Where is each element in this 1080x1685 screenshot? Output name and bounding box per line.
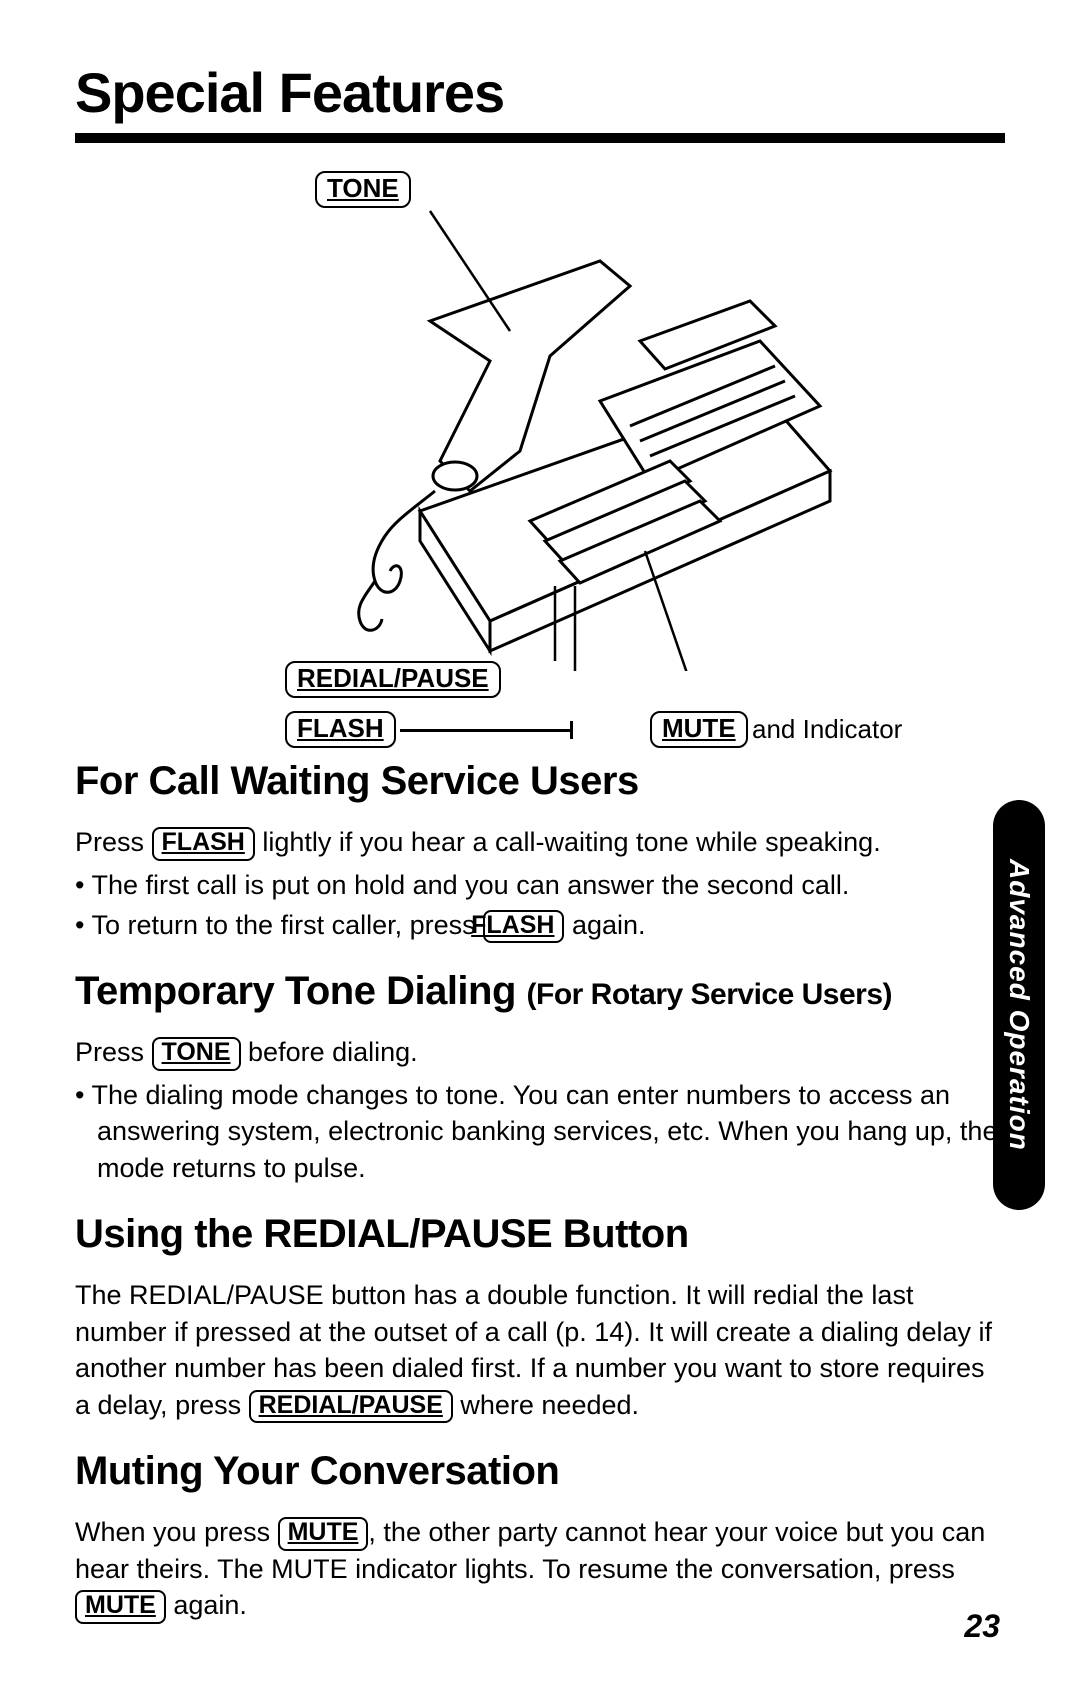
flash-leader-line — [400, 729, 570, 732]
tone-b1: The dialing mode changes to tone. You ca… — [75, 1077, 1005, 1186]
key-flash: FLASH — [152, 827, 255, 861]
heading-tone-dialing: Temporary Tone Dialing (For Rotary Servi… — [75, 969, 1005, 1014]
text: To return to the first caller, press — [91, 910, 483, 940]
text: where needed. — [453, 1390, 639, 1420]
key-tone: TONE — [152, 1037, 241, 1071]
diagram-label-tone: TONE — [315, 171, 411, 208]
diagram-label-mute: MUTE — [650, 711, 748, 748]
text: Press — [75, 1037, 152, 1067]
diagram-label-redial-pause: REDIAL/PAUSE — [285, 661, 501, 698]
text: again. — [564, 910, 645, 940]
text: before dialing. — [241, 1037, 418, 1067]
call-waiting-p1: Press FLASH lightly if you hear a call-w… — [75, 824, 1005, 861]
phone-diagram: TONE REDIAL/PAUSE FLASH MUTE and Indicat… — [150, 171, 930, 731]
text: again. — [166, 1590, 247, 1620]
phone-illustration — [300, 191, 860, 671]
mute-p1: When you press MUTE, the other party can… — [75, 1514, 1005, 1623]
text: Press — [75, 827, 152, 857]
key-flash: FLASH — [483, 910, 564, 944]
heading-main: Temporary Tone Dialing — [75, 969, 527, 1013]
call-waiting-b2: To return to the first caller, press FLA… — [75, 907, 1005, 944]
title-rule — [75, 133, 1005, 143]
key-redial-pause: REDIAL/PAUSE — [249, 1390, 453, 1424]
tone-p1: Press TONE before dialing. — [75, 1034, 1005, 1071]
heading-muting: Muting Your Conversation — [75, 1449, 1005, 1494]
page-number: 23 — [964, 1608, 1000, 1645]
text: When you press — [75, 1517, 278, 1547]
redial-p1: The REDIAL/PAUSE button has a double fun… — [75, 1277, 1005, 1423]
key-mute: MUTE — [75, 1590, 166, 1624]
page-title: Special Features — [75, 60, 1005, 125]
side-tab-advanced-operation: Advanced Operation — [993, 800, 1045, 1210]
text: lightly if you hear a call-waiting tone … — [255, 827, 881, 857]
call-waiting-b1: The first call is put on hold and you ca… — [75, 867, 1005, 903]
heading-sub: (For Rotary Service Users) — [527, 978, 893, 1011]
key-mute: MUTE — [278, 1517, 369, 1551]
heading-call-waiting: For Call Waiting Service Users — [75, 759, 1005, 804]
diagram-label-flash: FLASH — [285, 711, 396, 748]
diagram-label-mute-suffix: and Indicator — [752, 714, 902, 745]
heading-redial: Using the REDIAL/PAUSE Button — [75, 1212, 1005, 1257]
